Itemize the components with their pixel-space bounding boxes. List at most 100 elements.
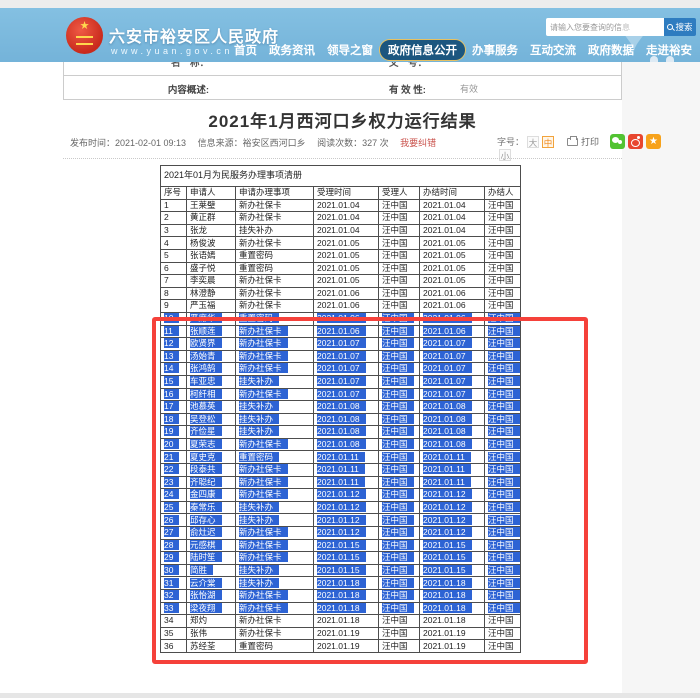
clipped-left-label: 名 称： [170, 62, 209, 69]
emblem-stars-icon: ★ [79, 20, 90, 32]
table-cell: 2021.01.15 [419, 563, 485, 578]
table-cell: 新办社保卡 [235, 299, 314, 313]
font-size-small-button[interactable]: 小 [499, 149, 511, 161]
table-cell: 新办社保卡 [235, 614, 314, 628]
table-cell: 28 [160, 538, 187, 553]
table-cell: 13 [160, 349, 187, 364]
table-cell: 2021.01.08 [313, 425, 379, 439]
table-cell: 汪中国 [378, 639, 420, 653]
nav-item[interactable]: 政府信息公开 [379, 39, 466, 61]
table-cell: 杨俊波 [186, 236, 236, 250]
table-cell: 汪中国 [483, 400, 522, 414]
table-row: 28 元感棋 新办社保卡 2021.01.15 汪中国 2021.01.15 汪中国 [160, 538, 522, 553]
table-header-cell: 受理人 [378, 186, 420, 200]
table-cell: 新办社保卡 [235, 601, 314, 616]
table-cell: 重置密码 [235, 639, 314, 653]
nav-item[interactable]: 走进裕安 [646, 45, 692, 57]
table-cell: 12 [160, 337, 187, 351]
table-cell: 俞灶迟 [186, 526, 236, 540]
table-cell: 张顺莲 [186, 324, 236, 339]
table-cell: 新办社保卡 [235, 274, 314, 288]
table-cell: 苏经荃 [186, 639, 236, 653]
table-row: 23 齐聪纪 新办社保卡 2021.01.11 汪中国 2021.01.11 汪中国 [160, 475, 522, 490]
table-cell: 2021.01.06 [419, 299, 485, 313]
table-cell: 2021.01.05 [419, 261, 485, 276]
table-cell: 2021.01.06 [419, 311, 485, 326]
table-cell: 金四康 [186, 488, 236, 502]
wechat-share-icon[interactable] [610, 134, 626, 149]
table-cell: 汪中国 [483, 576, 522, 590]
font-size-medium-button[interactable]: 中 [542, 135, 555, 148]
validity-value: 有效 [460, 84, 479, 94]
nav-item[interactable]: 政务资讯 [269, 45, 315, 57]
table-cell: 汪中国 [483, 614, 522, 628]
table-row: 32 张怡湖 新办社保卡 2021.01.18 汪中国 2021.01.18 汪中国 [160, 589, 522, 603]
table-cell: 2021.01.04 [419, 211, 485, 225]
nav-item[interactable]: 政府数据 [588, 45, 634, 57]
table-cell: 汪中国 [378, 614, 420, 628]
table-cell: 新办社保卡 [235, 475, 314, 490]
table-cell: 10 [160, 311, 187, 326]
table-row: 29 陆时笙 新办社保卡 2021.01.15 汪中国 2021.01.15 汪中国 [160, 551, 522, 565]
table-cell: 2021.01.18 [419, 576, 485, 590]
table-cell: 2021.01.07 [313, 349, 379, 364]
table-cell: 汪中国 [378, 576, 420, 590]
table-cell: 2021.01.11 [419, 450, 485, 465]
table-cell: 重置密码 [235, 248, 314, 263]
table-cell: 2021.01.12 [419, 488, 485, 502]
table-cell: 2021.01.15 [313, 563, 379, 578]
info-row-clipped: 名 称： 文 号： [64, 62, 621, 76]
table-cell: 2021.01.05 [419, 274, 485, 288]
table-cell: 2021.01.05 [419, 236, 485, 250]
table-cell: 汪中国 [483, 324, 522, 339]
favorite-star-icon[interactable]: ★ [646, 134, 662, 149]
table-cell: 2021.01.12 [313, 526, 379, 540]
search-button[interactable]: 搜索 [664, 18, 696, 36]
table-cell: 郑灼 [186, 614, 236, 628]
table-header-cell: 办结人 [483, 186, 522, 200]
table-row: 15 车亚忠 挂失补办 2021.01.07 汪中国 2021.01.07 汪中国 [160, 374, 522, 389]
table-cell: 汪中国 [483, 601, 522, 616]
table-cell: 24 [160, 488, 187, 502]
table-cell: 11 [160, 324, 187, 339]
table-cell: 汪中国 [483, 563, 522, 578]
search-input[interactable] [546, 18, 664, 36]
nav-item[interactable]: 首页 [234, 45, 257, 57]
table-cell: 汪中国 [483, 223, 522, 238]
table-cell: 汪中国 [483, 463, 522, 477]
table-cell: 2021.01.07 [419, 362, 485, 376]
table-cell: 新办社保卡 [235, 463, 314, 477]
nav-item[interactable]: 领导之窗 [327, 45, 373, 57]
table-cell: 2021.01.18 [313, 576, 379, 590]
table-cell: 汪中国 [378, 362, 420, 376]
table-cell: 夏荣志 [186, 437, 236, 452]
table-row: 26 邱存心 挂失补办 2021.01.12 汪中国 2021.01.12 汪中国 [160, 513, 522, 528]
bottom-strip [0, 693, 700, 698]
error-correction-link[interactable]: 我要纠错 [400, 138, 437, 148]
font-size-large-button[interactable]: 大 [527, 135, 540, 148]
table-row: 22 段泰共 新办社保卡 2021.01.11 汪中国 2021.01.11 汪中国 [160, 463, 522, 477]
table-cell: 汪中国 [378, 311, 420, 326]
table-cell: 汪中国 [483, 450, 522, 465]
table-row: 3 张龙 挂失补办 2021.01.04 汪中国 2021.01.04 汪中国 [160, 223, 522, 238]
table-row: 21 夏史克 重置密码 2021.01.11 汪中国 2021.01.11 汪中国 [160, 450, 522, 465]
table-cell: 汪中国 [378, 475, 420, 490]
table-cell: 2021.01.08 [313, 400, 379, 414]
table-cell: 2021.01.07 [419, 387, 485, 402]
print-button[interactable]: 打印 [567, 135, 599, 148]
table-cell: 汪中国 [483, 538, 522, 553]
table-cell: 汪中国 [378, 198, 420, 213]
table-caption-row: 2021年01月为民服务办理事项清册 [159, 165, 522, 187]
table-cell: 汪中国 [378, 286, 420, 301]
table-cell: 新办社保卡 [235, 362, 314, 376]
table-cell: 3 [160, 223, 187, 238]
table-cell: 31 [160, 576, 187, 590]
weibo-share-icon[interactable] [628, 134, 644, 149]
table-cell: 车亚忠 [186, 374, 236, 389]
table-cell: 严席华 [186, 311, 236, 326]
table-cell: 张怡湖 [186, 589, 236, 603]
table-cell: 2021.01.06 [419, 324, 485, 339]
table-header-cell: 办结时间 [419, 186, 485, 200]
nav-item[interactable]: 办事服务 [472, 45, 518, 57]
nav-item[interactable]: 互动交流 [530, 45, 576, 57]
